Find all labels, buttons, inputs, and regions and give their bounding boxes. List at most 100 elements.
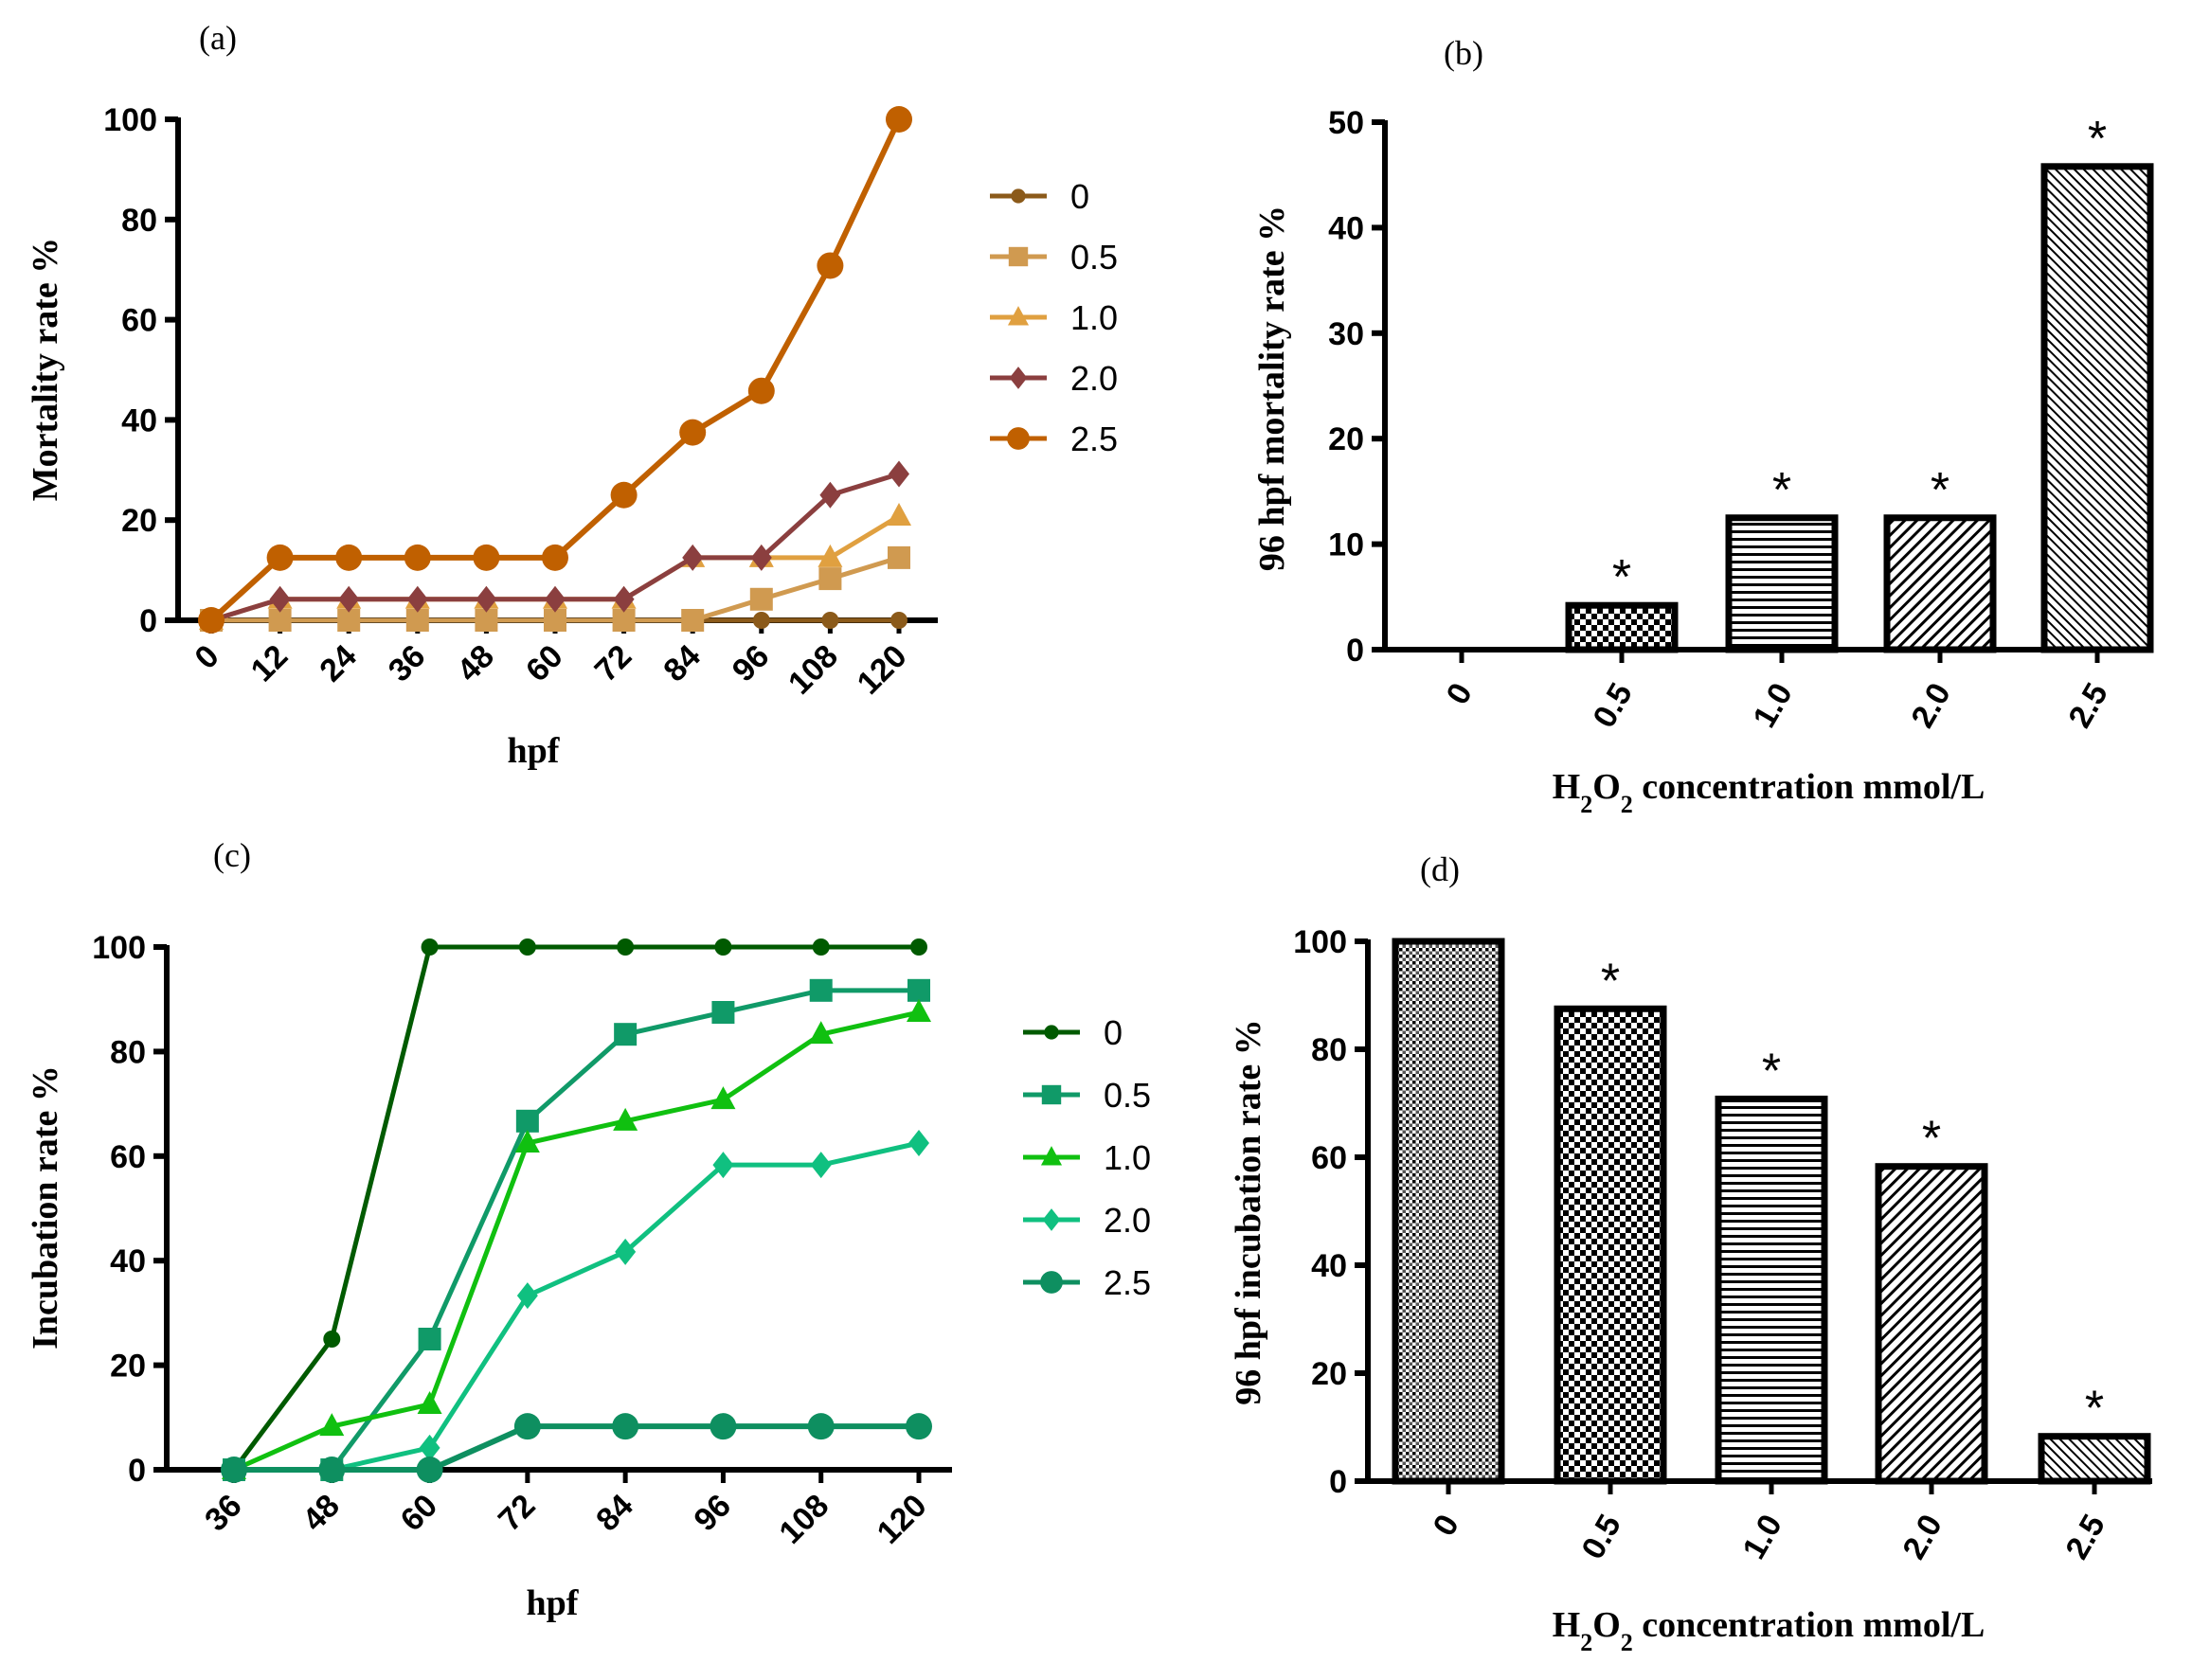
x-tick-label: 0.5 [1586,677,1640,734]
significance-marker: * [2088,112,2107,167]
subscript: 2 [1621,1629,1633,1656]
legend-label: 0 [1104,1013,1123,1052]
data-point [515,1109,539,1133]
y-tick-label: 80 [121,203,157,239]
significance-marker: * [1601,954,1620,1009]
data-point [750,544,772,571]
data-point [268,609,292,632]
chart-panel-c: (c) 0 20 40 60 80 100 Incubation rate % 36 48 60 72… [26,836,1151,1623]
data-point [323,1331,341,1348]
data-point [613,585,635,613]
y-tick-label: 60 [121,303,157,339]
chart-panel-b: (b) 0 10 20 30 40 50 96 hpf mortality rate % 0 * 0… [1252,34,2154,818]
series-line [234,1140,920,1473]
bar [2038,1433,2151,1485]
legend-marker [1040,1271,1063,1294]
data-point [614,1023,638,1046]
data-point [821,612,839,629]
data-point [513,1413,541,1440]
data-point [405,609,429,632]
x-tick-label: 2.5 [2058,1509,2112,1565]
bar [1565,601,1679,653]
legend-label: 2.0 [1104,1201,1151,1240]
data-point [819,481,841,509]
series-0.5 [223,978,930,1481]
series-2.0 [224,1130,929,1483]
series-1.0 [222,999,931,1479]
data-point [712,1152,734,1179]
x-tick-label: 2.5 [2061,677,2115,734]
x-tick-label: 48 [296,1488,347,1539]
data-point [337,609,361,632]
data-point [476,585,497,613]
data-point [817,252,844,279]
subscript: 2 [1580,1629,1592,1656]
y-tick-label: 50 [1328,105,1364,141]
data-point [807,1413,835,1440]
data-point [419,1434,440,1461]
data-point [406,585,428,613]
series-2.5 [198,106,912,634]
legend-marker [1007,306,1030,326]
x-tick-label: 48 [450,638,501,689]
bar [1715,1095,1828,1485]
data-point [710,1086,736,1110]
data-point [752,612,770,629]
panel-label: (b) [1444,34,1483,72]
x-tick-label: 96 [687,1488,738,1539]
label-part: concentration mmol/L [1633,767,1985,807]
y-tick-label: 80 [1311,1032,1347,1068]
data-point [266,544,294,571]
data-point [711,1001,735,1024]
significance-marker: * [1612,550,1631,605]
y-axis-label: 96 hpf mortality rate % [1252,206,1292,571]
series-2.5 [221,1413,932,1483]
legend-marker [1040,1146,1063,1166]
x-tick-label: 0 [1440,677,1480,710]
x-tick-label: 0 [188,638,225,676]
panel-label: (c) [213,836,251,874]
y-tick-label: 100 [92,930,146,966]
data-point [475,609,498,632]
data-point [810,1152,832,1179]
label-part: H [1553,1605,1581,1645]
x-tick-label: 108 [772,1488,835,1551]
data-point [907,978,930,1002]
x-tick-label: 60 [519,638,570,689]
x-tick-label: 2.0 [1904,677,1958,734]
bar [1875,1163,1988,1485]
x-tick-label: 24 [313,638,364,689]
legend-label: 0.5 [1104,1076,1151,1115]
bar [1725,514,1839,653]
legend-marker [1008,246,1029,267]
data-point [890,612,907,629]
panel-label: (d) [1420,850,1460,888]
y-tick-label: 40 [110,1243,146,1279]
series-line [231,944,919,1472]
data-point [269,585,291,613]
y-tick-label: 60 [1311,1140,1347,1176]
y-tick-label: 60 [110,1139,146,1175]
bar [2040,163,2154,653]
x-axis-label: hpf [508,731,561,771]
data-point [615,1238,637,1265]
data-point [714,938,732,956]
legend-label: 2.5 [1104,1263,1151,1302]
y-tick-label: 100 [103,102,157,138]
data-point [613,1107,638,1131]
data-point [749,587,773,611]
y-tick-label: 0 [139,603,157,639]
x-tick-label: 120 [851,638,914,702]
data-point [907,999,931,1022]
label-part: H [1553,767,1581,807]
x-axis-label: H2O2 concentration mmol/L [1553,767,1985,818]
significance-marker: * [1772,463,1791,518]
bar [1392,938,1505,1485]
significance-marker: * [1922,1112,1941,1167]
x-tick-label: 72 [492,1488,543,1539]
y-tick-label: 20 [1311,1356,1347,1392]
x-tick-label: 36 [382,638,433,689]
data-point [221,1457,247,1483]
x-tick-label: 84 [656,638,708,689]
